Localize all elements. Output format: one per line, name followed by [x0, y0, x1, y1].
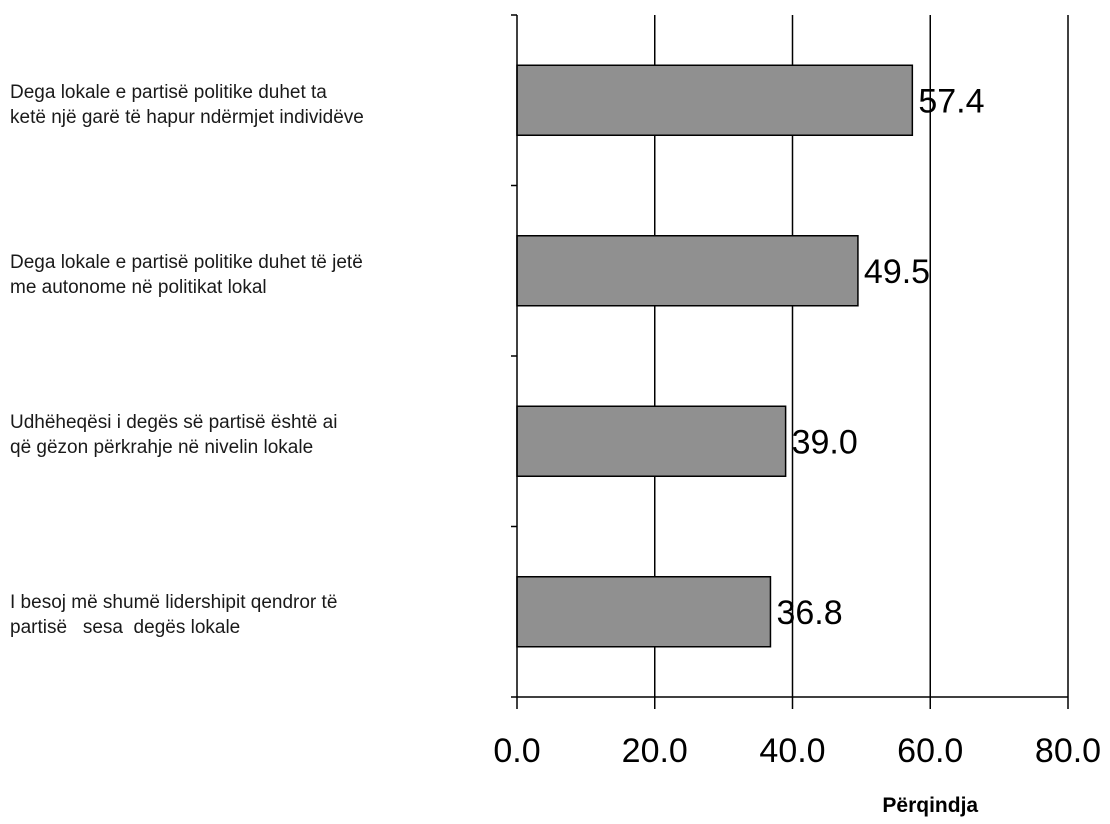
x-tick-label: 20.0	[622, 732, 688, 770]
category-label: Dega lokale e partisë politike duhet të …	[10, 250, 490, 300]
data-label: 57.4	[918, 82, 984, 120]
x-tick-label: 80.0	[1035, 732, 1101, 770]
data-label: 49.5	[864, 253, 930, 291]
x-tick-label: 40.0	[759, 732, 825, 770]
bar	[517, 577, 770, 647]
bar	[517, 236, 858, 306]
bar	[517, 406, 786, 476]
category-label: Dega lokale e partisë politike duhet ta …	[10, 80, 490, 130]
category-label: I besoj më shumë lidershipit qendror të …	[10, 590, 490, 640]
category-label: Udhëheqësi i degës së partisë është ai q…	[10, 410, 490, 460]
data-label: 39.0	[792, 423, 858, 461]
bars	[517, 65, 912, 647]
x-tick-label: 60.0	[897, 732, 963, 770]
x-axis-title: Përqindja	[882, 794, 978, 817]
bar	[517, 65, 912, 135]
data-label: 36.8	[776, 594, 842, 632]
x-tick-label: 0.0	[493, 732, 540, 770]
